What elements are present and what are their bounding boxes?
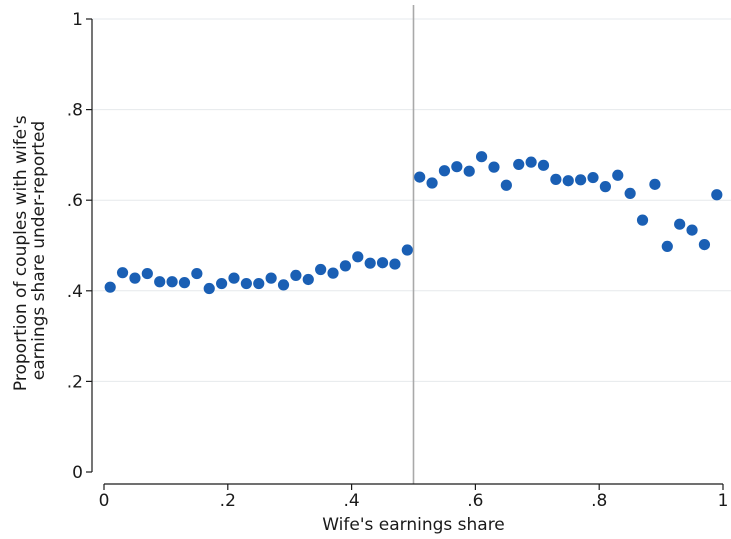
data-point xyxy=(599,181,611,193)
data-point xyxy=(116,267,129,279)
y-tick-label: .8 xyxy=(67,101,83,121)
x-tick-label: .8 xyxy=(591,491,607,511)
x-tick-label: .4 xyxy=(343,491,359,511)
y-tick-label: 0 xyxy=(72,463,83,483)
data-point xyxy=(525,156,537,168)
y-tick-label: 1 xyxy=(72,10,83,30)
data-point xyxy=(376,257,389,269)
data-point xyxy=(711,189,723,201)
data-point xyxy=(686,224,698,236)
data-point xyxy=(327,267,339,279)
data-point xyxy=(216,277,228,290)
data-point xyxy=(451,161,463,173)
y-axis-title-line-1: Proportion of couples with wife's xyxy=(11,115,31,391)
data-point xyxy=(562,175,574,187)
y-tick-label: .2 xyxy=(67,372,83,392)
data-point xyxy=(389,258,401,270)
ticks: 0 .2 .4 .6 .8 1 0 .2 .4 .6 .8 1 xyxy=(67,10,729,511)
axes xyxy=(91,19,723,485)
data-point xyxy=(575,174,587,186)
data-point xyxy=(438,165,451,177)
data-point xyxy=(674,218,686,230)
data-point xyxy=(178,277,191,289)
data-point xyxy=(463,165,475,177)
data-point xyxy=(500,179,512,191)
data-point xyxy=(265,272,277,284)
data-point xyxy=(698,238,711,251)
data-points xyxy=(104,151,723,295)
data-point xyxy=(587,171,599,184)
data-point xyxy=(277,279,290,291)
gridlines xyxy=(92,18,731,382)
data-point xyxy=(154,276,166,288)
y-axis-title: Proportion of couples with wife's earnin… xyxy=(11,110,49,391)
x-tick-label: 0 xyxy=(99,491,110,511)
data-point xyxy=(203,282,215,295)
data-point xyxy=(636,214,649,226)
data-point xyxy=(253,277,265,290)
data-point xyxy=(352,251,364,263)
data-point xyxy=(290,269,302,281)
data-point xyxy=(339,260,352,272)
data-point xyxy=(624,187,636,200)
data-point xyxy=(612,169,624,181)
data-point xyxy=(537,159,550,171)
data-point xyxy=(649,178,661,190)
data-point xyxy=(315,263,327,276)
data-point xyxy=(166,276,178,288)
data-point xyxy=(141,267,153,280)
data-point xyxy=(240,277,252,290)
x-tick-label: .2 xyxy=(220,491,236,511)
data-point xyxy=(302,273,314,286)
data-point xyxy=(228,272,240,284)
y-tick-label: .6 xyxy=(67,191,83,211)
data-point xyxy=(426,177,438,189)
data-point xyxy=(550,173,562,185)
data-point xyxy=(513,158,525,171)
data-point xyxy=(364,257,376,269)
data-point xyxy=(475,151,488,163)
x-tick-label: 1 xyxy=(718,491,729,511)
y-tick-label: .4 xyxy=(67,282,83,302)
data-point xyxy=(488,161,500,173)
data-point xyxy=(191,267,203,280)
x-axis-title: Wife's earnings share xyxy=(322,515,505,535)
data-point xyxy=(414,171,426,183)
data-point xyxy=(129,272,141,284)
y-axis-title-line-2: earnings share under-reported xyxy=(29,121,49,380)
data-point xyxy=(401,244,413,256)
data-point xyxy=(661,240,673,253)
x-tick-label: .6 xyxy=(467,491,483,511)
data-point xyxy=(104,281,116,293)
